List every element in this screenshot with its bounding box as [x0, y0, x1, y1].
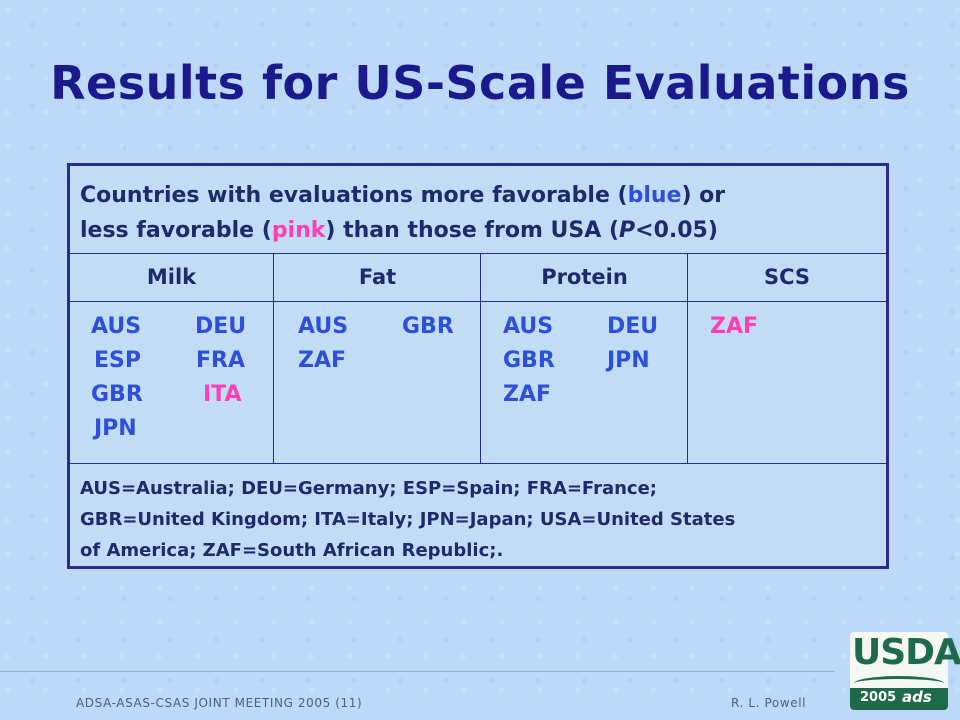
usda-logo-text: USDA [852, 632, 960, 673]
header-p-symbol: P [619, 218, 636, 243]
column-header-fat: Fat [358, 265, 397, 289]
slide-title: Results for US-Scale Evaluations [50, 56, 910, 110]
country-code: DEU [607, 314, 659, 339]
country-code: JPN [94, 416, 137, 441]
country-legend: AUS=Australia; DEU=Germany; ESP=Spain; F… [70, 463, 886, 566]
logo-swoosh-icon [854, 676, 944, 691]
footer-divider [0, 671, 835, 672]
results-table: Countries with evaluations more favorabl… [67, 163, 889, 569]
logo-year: 2005 [860, 690, 897, 705]
header-text-2: ) or [681, 183, 726, 208]
scs-cell: ZAF [688, 302, 886, 463]
country-code: GBR [503, 348, 555, 373]
legend-line: GBR=United Kingdom; ITA=Italy; JPN=Japan… [80, 509, 736, 530]
column-header-row: Milk Fat Protein SCS [70, 254, 886, 302]
legend-line: AUS=Australia; DEU=Germany; ESP=Spain; F… [80, 478, 657, 499]
country-code: ESP [94, 348, 141, 373]
footer-author: R. L. Powell [731, 696, 807, 710]
header-blue-word: blue [627, 183, 682, 208]
header-pink-word: pink [271, 218, 326, 243]
country-code: GBR [402, 314, 454, 339]
usda-logo: USDA 2005 ads [850, 632, 960, 710]
column-header-scs: SCS [763, 265, 811, 289]
country-code: JPN [607, 348, 650, 373]
column-divider [480, 254, 481, 463]
ads-logo-icon: ads [902, 688, 932, 706]
column-divider [687, 254, 688, 463]
header-text-4: ) than those from USA ( [325, 218, 620, 243]
header-text-3: less favorable ( [80, 218, 272, 243]
country-code: ITA [203, 382, 242, 407]
country-code: AUS [91, 314, 142, 339]
milk-cell: AUS DEU ESP FRA GBR ITA JPN [70, 302, 273, 463]
column-header-milk: Milk [146, 265, 197, 289]
country-code: ZAF [710, 314, 759, 339]
footer-meeting-label: ADSA-ASAS-CSAS JOINT MEETING 2005 (11) [76, 696, 363, 710]
column-header-protein: Protein [541, 265, 628, 289]
country-code: DEU [195, 314, 247, 339]
country-code: GBR [91, 382, 143, 407]
fat-cell: AUS GBR ZAF [274, 302, 481, 463]
country-code: FRA [196, 348, 245, 373]
country-code: AUS [503, 314, 554, 339]
protein-cell: AUS DEU GBR JPN ZAF [481, 302, 688, 463]
country-code: ZAF [298, 348, 347, 373]
country-code: ZAF [503, 382, 552, 407]
header-text-1: Countries with evaluations more favorabl… [80, 183, 628, 208]
header-text-5: <0.05) [635, 218, 718, 243]
country-code: AUS [298, 314, 349, 339]
logo-band: 2005 ads [850, 688, 948, 710]
legend-line: of America; ZAF=South African Republic;. [80, 540, 504, 561]
table-header: Countries with evaluations more favorabl… [70, 166, 886, 254]
column-divider [273, 254, 274, 463]
